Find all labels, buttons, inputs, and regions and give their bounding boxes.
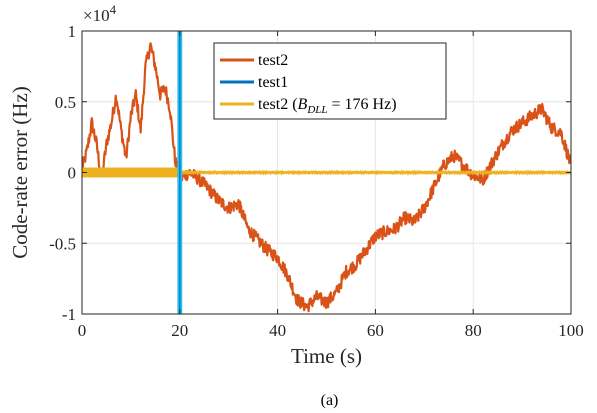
y-axis-label: Code-rate error (Hz) <box>8 86 32 259</box>
figure-caption: (a) <box>321 392 339 409</box>
y-tick-label: 0 <box>68 164 77 183</box>
legend-entry: test2 <box>258 52 288 69</box>
y-tick-label: 0.5 <box>55 93 76 112</box>
tick-marks <box>81 30 572 315</box>
x-tick-label: 0 <box>78 321 87 340</box>
x-tick-label: 40 <box>269 321 286 340</box>
series-test2-bdll-line <box>82 167 571 178</box>
x-axis-label: Time (s) <box>291 344 362 368</box>
x-tick-label: 100 <box>558 321 584 340</box>
legend-entry: test1 <box>258 74 288 91</box>
legend: test2 test1 test2 (BDLL = 176 Hz) <box>213 42 447 120</box>
series-layer <box>82 31 571 314</box>
x-tick-label: 80 <box>465 321 482 340</box>
y-tick-label: 1 <box>68 22 77 41</box>
x-tick-label: 20 <box>171 321 188 340</box>
legend-entry: test2 (BDLL = 176 Hz) <box>258 96 397 116</box>
x-tick-label: 60 <box>367 321 384 340</box>
y-axis-multiplier: ×104 <box>83 2 117 25</box>
tick-labels: 0 20 40 60 80 100 -1 -0.5 0 0.5 1 <box>49 22 584 340</box>
y-tick-label: -0.5 <box>49 234 76 253</box>
series-test2-line <box>82 42 571 313</box>
y-tick-label: -1 <box>62 305 76 324</box>
